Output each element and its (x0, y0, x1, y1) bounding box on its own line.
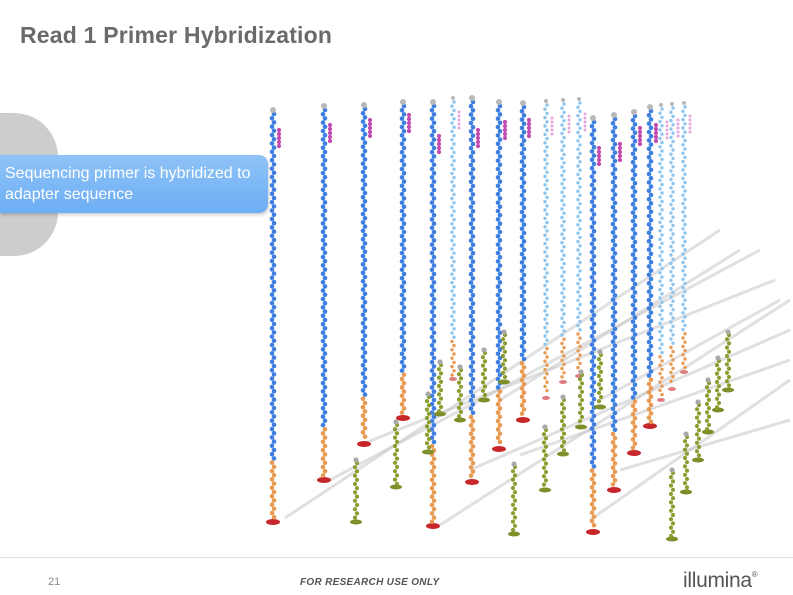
footer-divider (0, 557, 793, 558)
flowcell-lane (499, 248, 741, 402)
dna-strand-icon (465, 95, 481, 485)
short-strand-icon (422, 391, 434, 455)
short-strand-icon (434, 359, 446, 417)
dna-strand-icon (680, 101, 692, 374)
flowcell-lane (519, 358, 791, 457)
dna-strand-icon (396, 99, 412, 421)
flowcell-lane (619, 418, 791, 472)
dna-strand-icon (657, 103, 669, 402)
callout-box: Sequencing primer is hybridized to adapt… (0, 155, 268, 213)
dna-strand-icon (627, 109, 643, 456)
short-strand-icon (692, 399, 704, 463)
logo-text: illumina (683, 569, 752, 592)
short-strand-icon (680, 431, 692, 495)
short-strand-icon (350, 457, 362, 525)
dna-strand-icon (492, 99, 508, 452)
dna-strand-icon (668, 102, 680, 391)
illumina-logo: illumina® (683, 569, 758, 593)
dna-strand-icon (559, 98, 571, 384)
flowcell-lane (359, 278, 776, 447)
logo-mark: ® (751, 570, 758, 579)
flowcell-lane (329, 248, 761, 482)
dna-strand-icon (586, 115, 602, 535)
dna-strand-icon (643, 104, 659, 429)
short-strand-icon (666, 467, 678, 542)
dna-strand-icon (426, 99, 442, 529)
callout-text: Sequencing primer is hybridized to adapt… (5, 165, 251, 203)
dna-strand-icon (449, 96, 461, 381)
dna-strand-icon (542, 99, 554, 400)
short-strand-icon (508, 461, 520, 537)
page-number: 21 (48, 576, 61, 588)
short-strand-icon (575, 369, 587, 430)
flowcell-lane (599, 298, 781, 402)
dna-strand-icon (317, 103, 333, 483)
flowcell-lane (469, 328, 791, 472)
dna-strand-icon (266, 107, 282, 525)
short-strand-icon (557, 394, 569, 457)
short-strand-icon (702, 377, 714, 435)
short-strand-icon (722, 329, 734, 393)
dna-strand-icon (357, 102, 373, 447)
short-strand-icon (712, 355, 724, 413)
dna-strand-icon (516, 100, 532, 423)
short-strand-icon (478, 347, 490, 403)
short-strand-icon (594, 349, 606, 410)
footer-note: FOR RESEARCH USE ONLY (300, 577, 440, 588)
short-strand-icon (539, 424, 551, 493)
short-strand-icon (390, 419, 402, 490)
short-strand-icon (498, 329, 510, 385)
short-strand-icon (454, 364, 466, 423)
slide-title: Read 1 Primer Hybridization (20, 22, 333, 48)
dna-strand-icon (575, 97, 587, 378)
dna-strand-icon (607, 112, 623, 493)
